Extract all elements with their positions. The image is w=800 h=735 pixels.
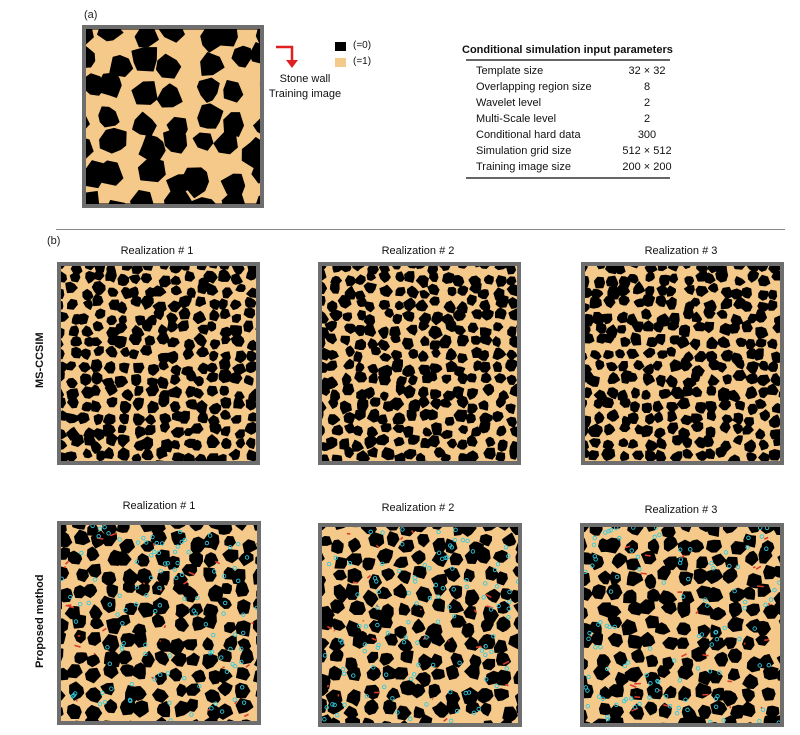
proposed-realization-1-texture (61, 525, 257, 721)
proposed-realization-3 (580, 523, 784, 727)
ms-ccsim-realization-2-title: Realization # 2 (381, 245, 455, 257)
parameter-value: 2 (643, 113, 651, 125)
arrow-caption-line1: Stone wall (279, 73, 331, 85)
panel-b-label: (b) (47, 235, 61, 247)
parameter-value: 8 (643, 81, 651, 93)
red-arrow-icon (276, 45, 298, 68)
ms-ccsim-realization-2 (318, 262, 521, 465)
parameter-name: Overlapping region size (476, 81, 592, 93)
parameter-name: Multi-Scale level (476, 113, 557, 125)
ms-ccsim-realization-3 (581, 262, 784, 465)
ms-ccsim-realization-3-texture (585, 266, 780, 461)
parameter-name: Template size (476, 65, 544, 77)
parameters-table-title: Conditional simulation input parameters (462, 44, 673, 56)
parameter-row: Simulation grid size 512 × 512 (466, 145, 683, 161)
section-divider (56, 229, 785, 230)
legend-label-stone: (=0) (353, 40, 372, 51)
parameter-name: Conditional hard data (476, 129, 581, 141)
legend-swatch-stone (335, 42, 346, 51)
parameter-row: Wavelet level 2 (466, 97, 683, 113)
parameter-value: 300 (637, 129, 657, 141)
parameter-name: Simulation grid size (476, 145, 572, 157)
proposed-realization-2-title: Realization # 2 (381, 502, 455, 514)
panel-a-label: (a) (84, 9, 98, 21)
parameter-value: 32 × 32 (628, 65, 666, 77)
training-image-texture (86, 29, 260, 204)
proposed-realization-2-texture (322, 527, 518, 723)
proposed-realization-2 (318, 523, 522, 727)
table-top-rule (466, 59, 670, 61)
ms-ccsim-realization-1 (57, 262, 260, 465)
parameter-row: Template size 32 × 32 (466, 65, 683, 81)
legend-label-mortar: (=1) (353, 56, 372, 67)
parameters-table: Template size 32 × 32 Overlapping region s… (466, 65, 683, 177)
ms-ccsim-realization-1-texture (61, 266, 256, 461)
parameter-name: Training image size (476, 161, 571, 173)
proposed-realization-1-title: Realization # 1 (122, 500, 196, 512)
parameter-value: 512 × 512 (622, 145, 672, 157)
parameter-value: 200 × 200 (622, 161, 672, 173)
proposed-realization-1 (57, 521, 261, 725)
row-label-proposed-method: Proposed method (34, 574, 46, 668)
table-bottom-rule (466, 177, 670, 179)
proposed-realization-3-title: Realization # 3 (644, 504, 718, 516)
parameter-row: Multi-Scale level 2 (466, 113, 683, 129)
proposed-realization-3-texture (584, 527, 780, 723)
parameter-name: Wavelet level (476, 97, 542, 109)
training-image (82, 25, 264, 208)
parameter-row: Training image size 200 × 200 (466, 161, 683, 177)
ms-ccsim-realization-1-title: Realization # 1 (120, 245, 194, 257)
legend-swatch-mortar (335, 58, 346, 67)
parameter-row: Conditional hard data 300 (466, 129, 683, 145)
parameter-row: Overlapping region size 8 (466, 81, 683, 97)
row-label-ms-ccsim: MS-CCSIM (34, 332, 46, 388)
ms-ccsim-realization-3-title: Realization # 3 (644, 245, 718, 257)
parameter-value: 2 (643, 97, 651, 109)
ms-ccsim-realization-2-texture (322, 266, 517, 461)
arrow-caption-line2: Training image (268, 88, 342, 100)
